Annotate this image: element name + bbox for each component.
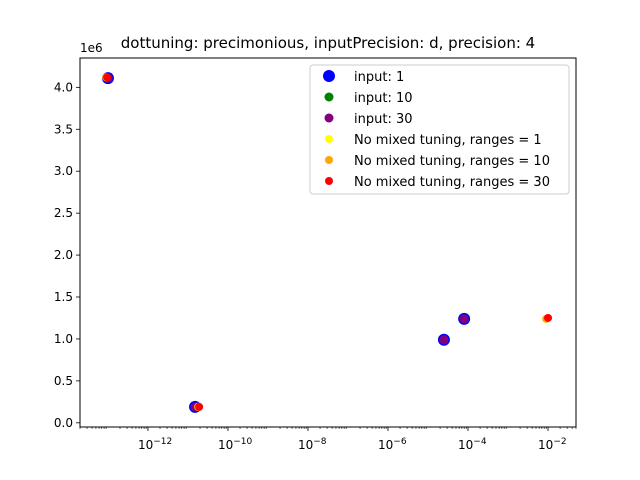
data-point — [195, 402, 204, 411]
x-tick-label: 10−6 — [378, 437, 407, 452]
legend-marker — [325, 177, 333, 185]
data-point — [544, 313, 553, 322]
axes: 10−12 10−10 10−8 10−6 10−4 10−2 0.0 0.5 1.0 1.5 2.… — [54, 80, 577, 452]
legend-marker — [324, 92, 334, 102]
y-tick-label: 0.5 — [54, 374, 73, 388]
x-tick-label: 10−8 — [298, 437, 327, 452]
plot-area — [101, 72, 553, 413]
chart-title: dottuning: precimonious, inputPrecision:… — [121, 34, 535, 52]
x-tick-label: 10−12 — [138, 437, 172, 452]
legend-marker — [324, 113, 334, 123]
legend: input: 1 input: 10 input: 30 No mixed tunin… — [309, 64, 570, 195]
legend-label: input: 1 — [354, 70, 404, 85]
series-5 — [103, 73, 553, 411]
y-tick-label: 1.0 — [54, 332, 73, 346]
y-tick-label: 0.0 — [54, 416, 73, 430]
x-tick-label: 10−10 — [218, 437, 253, 452]
y-tick-label: 1.5 — [54, 290, 73, 304]
y-offset-label: 1e6 — [80, 41, 103, 55]
y-tick-label: 3.5 — [54, 122, 73, 136]
data-point — [439, 335, 449, 345]
legend-marker — [323, 70, 335, 82]
data-point — [459, 314, 469, 324]
data-point — [103, 73, 112, 82]
legend-marker — [325, 135, 333, 143]
y-tick-label: 4.0 — [54, 80, 73, 94]
legend-box — [309, 64, 570, 195]
legend-marker — [325, 156, 333, 164]
legend-label: input: 30 — [354, 112, 413, 127]
y-tick-label: 2.5 — [54, 206, 73, 220]
legend-label: input: 10 — [354, 91, 413, 106]
y-tick-label: 3.0 — [54, 164, 73, 178]
x-tick-label: 10−4 — [458, 437, 487, 452]
legend-label: No mixed tuning, ranges = 10 — [354, 154, 550, 169]
plot-frame — [79, 57, 577, 428]
legend-label: No mixed tuning, ranges = 1 — [354, 133, 542, 148]
y-tick-label: 2.0 — [54, 248, 73, 262]
legend-label: No mixed tuning, ranges = 30 — [354, 175, 550, 190]
x-tick-label: 10−2 — [538, 437, 567, 452]
